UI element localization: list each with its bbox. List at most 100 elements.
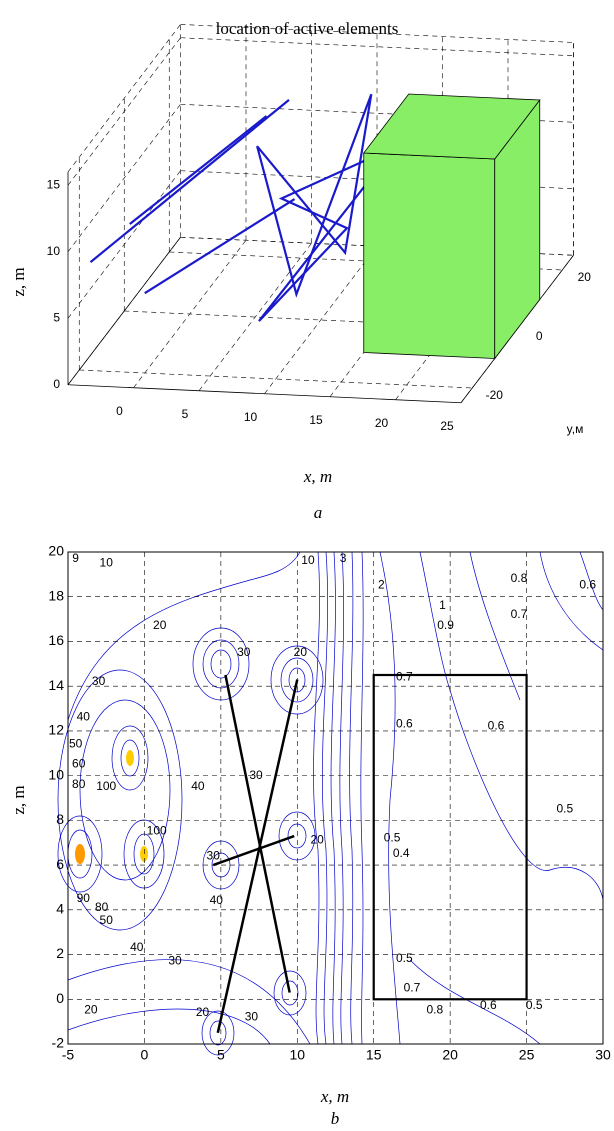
contour-label: 0.5 [526, 998, 543, 1012]
x-tick-label: 20 [442, 1047, 458, 1063]
contour-label: 60 [72, 757, 86, 771]
chart-title: location of active elements [216, 19, 399, 38]
frame-line [67, 24, 181, 173]
x-tick-label: -5 [62, 1047, 75, 1063]
contour-label: 0.6 [396, 716, 413, 730]
y-tick-label: 20 [48, 543, 64, 559]
contour-field [57, 551, 604, 1056]
contour-label: 0.5 [556, 801, 573, 815]
grid-line [264, 246, 378, 394]
wire [89, 98, 290, 264]
contour-label: 30 [249, 768, 263, 782]
grid-line [67, 37, 181, 186]
x-tick-label: 25 [440, 419, 454, 433]
y-axis-label: y,м [567, 422, 584, 436]
contour-label: 0.5 [384, 830, 401, 844]
x-tick-label: 0 [141, 1047, 149, 1063]
z-tick-label: 5 [53, 310, 60, 324]
contour-label: 20 [84, 1003, 98, 1017]
plot-frame [67, 551, 604, 1045]
contour-label: 0.8 [511, 571, 528, 585]
contour-label: 50 [100, 913, 114, 927]
building-outline [372, 673, 528, 1001]
contour-label: 2 [378, 578, 385, 592]
contour-label: 9 [72, 551, 79, 565]
contour-label: 10 [100, 555, 114, 569]
building [363, 152, 496, 359]
contour-label: 100 [147, 824, 167, 838]
y-tick-label: -20 [486, 388, 504, 402]
grid-line [198, 243, 312, 391]
contour-label: 80 [95, 900, 109, 914]
contour-label: 40 [130, 940, 144, 954]
x-tick-label: 10 [244, 410, 258, 424]
x-axis-label: x, m [320, 1087, 349, 1106]
building [362, 93, 541, 160]
y-tick-label: 8 [56, 811, 64, 827]
y-tick-label: 20 [578, 270, 592, 284]
y-tick-label: 14 [48, 677, 64, 693]
antenna-line [224, 674, 291, 993]
contour-label: 90 [77, 891, 91, 905]
grid-line [79, 369, 473, 389]
x-tick-label: 5 [217, 1047, 225, 1063]
wire [129, 115, 268, 225]
antenna-line [216, 679, 299, 1034]
y-tick-label: 2 [56, 945, 64, 961]
z-tick-label: 10 [47, 244, 61, 258]
y-tick-label: 4 [56, 901, 64, 917]
grid-line [67, 104, 181, 252]
wire [258, 145, 397, 322]
caption: b [331, 1109, 340, 1128]
contour-label: 30 [237, 645, 251, 659]
y-tick-label: -2 [52, 1035, 65, 1051]
y-tick-label: 18 [48, 587, 64, 603]
contour-label: 0.7 [404, 980, 421, 994]
contour-label: 40 [191, 779, 205, 793]
y-tick-label: 0 [536, 329, 543, 343]
x-tick-label: 0 [116, 404, 123, 418]
frame-line [180, 24, 574, 43]
contour-label: 80 [72, 777, 86, 791]
z-axis-label: z, m [9, 267, 28, 296]
wire [256, 93, 373, 298]
contour-label: 0.4 [393, 846, 410, 860]
grid-line [180, 37, 574, 57]
contour-label: 3 [340, 551, 347, 565]
z-tick-label: 15 [47, 177, 61, 191]
z-tick-label: 0 [53, 377, 60, 391]
grid-line [67, 170, 181, 319]
wire [144, 198, 296, 295]
contour-label: 0.6 [480, 998, 497, 1012]
contour-label: 20 [310, 833, 324, 847]
contour-label: 40 [210, 893, 224, 907]
x-axis-label: x, m [303, 467, 332, 486]
x-tick-label: 15 [309, 413, 323, 427]
contour-label: 1 [439, 598, 446, 612]
antenna-line [212, 834, 295, 867]
contour-label: 0.5 [396, 951, 413, 965]
contour-label: 40 [77, 710, 91, 724]
contour-label: 0.7 [396, 669, 413, 683]
y-tick-label: 0 [56, 990, 64, 1006]
y-axis-label: z, m [9, 785, 28, 814]
contour-label: 30 [92, 674, 106, 688]
contour-label: 30 [245, 1009, 259, 1023]
contour-label: 20 [153, 618, 167, 632]
x-tick-label: 30 [595, 1047, 611, 1063]
contour-label: 0.8 [427, 1003, 444, 1017]
x-tick-label: 25 [519, 1047, 535, 1063]
contour-label: 50 [69, 736, 83, 750]
contour-label: 30 [168, 953, 182, 967]
contour-label: 20 [294, 645, 308, 659]
contour-label: 20 [196, 1005, 210, 1019]
x-tick-label: 5 [182, 407, 189, 421]
contour-label: 0.7 [511, 607, 528, 621]
caption: a [314, 503, 323, 522]
x-tick-label: 15 [366, 1047, 382, 1063]
contour-label: 100 [96, 779, 116, 793]
contour-label: 0.6 [488, 719, 505, 733]
contour-label: 0.9 [437, 618, 454, 632]
